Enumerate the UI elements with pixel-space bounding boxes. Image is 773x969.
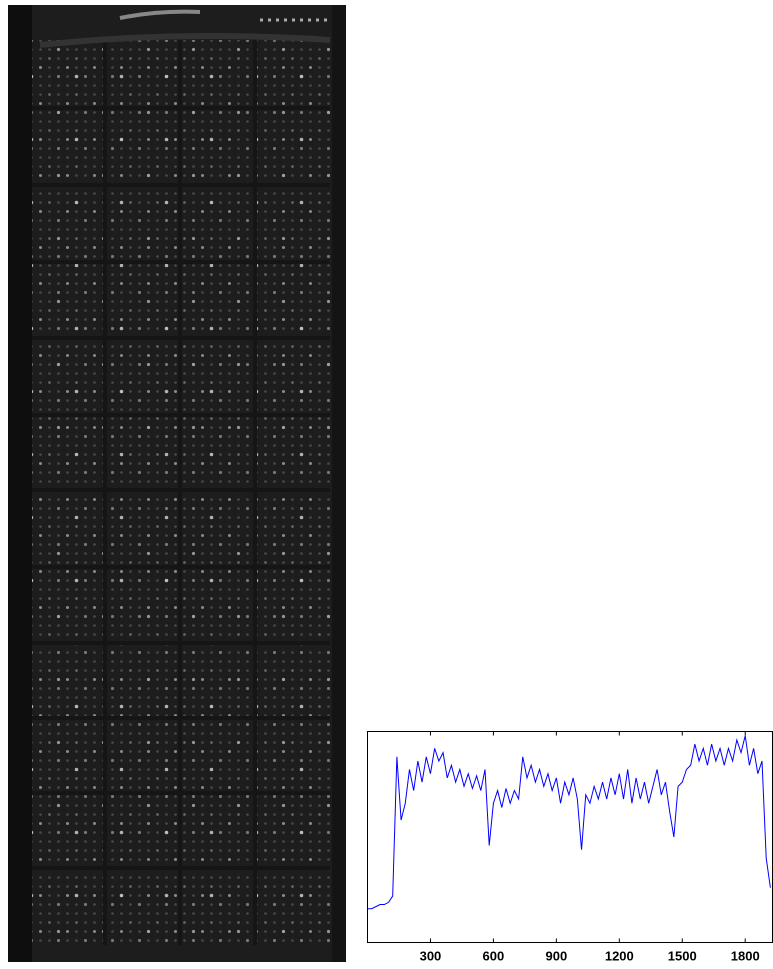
x-tick-label: 1200 bbox=[605, 949, 634, 964]
microarray-image bbox=[8, 5, 346, 962]
x-tick-label: 1800 bbox=[731, 949, 760, 964]
figure: 300 600 900 1200 1500 1800 bbox=[0, 0, 773, 969]
x-tick-label: 600 bbox=[483, 949, 505, 964]
x-tick-label: 300 bbox=[420, 949, 442, 964]
page: 300600900120015001800 (() => { const dat… bbox=[0, 0, 773, 969]
x-tick-label: 900 bbox=[546, 949, 568, 964]
x-tick-label: 1500 bbox=[668, 949, 697, 964]
